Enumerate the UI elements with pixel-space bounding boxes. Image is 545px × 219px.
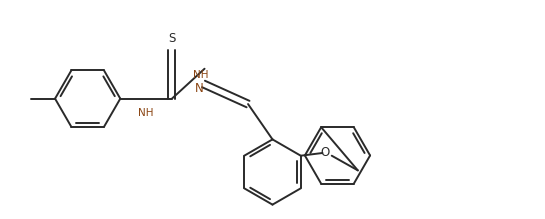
Text: S: S (168, 32, 175, 45)
Text: N: N (195, 82, 203, 95)
Text: NH: NH (138, 108, 154, 118)
Text: NH: NH (192, 71, 208, 80)
Text: O: O (320, 147, 330, 159)
